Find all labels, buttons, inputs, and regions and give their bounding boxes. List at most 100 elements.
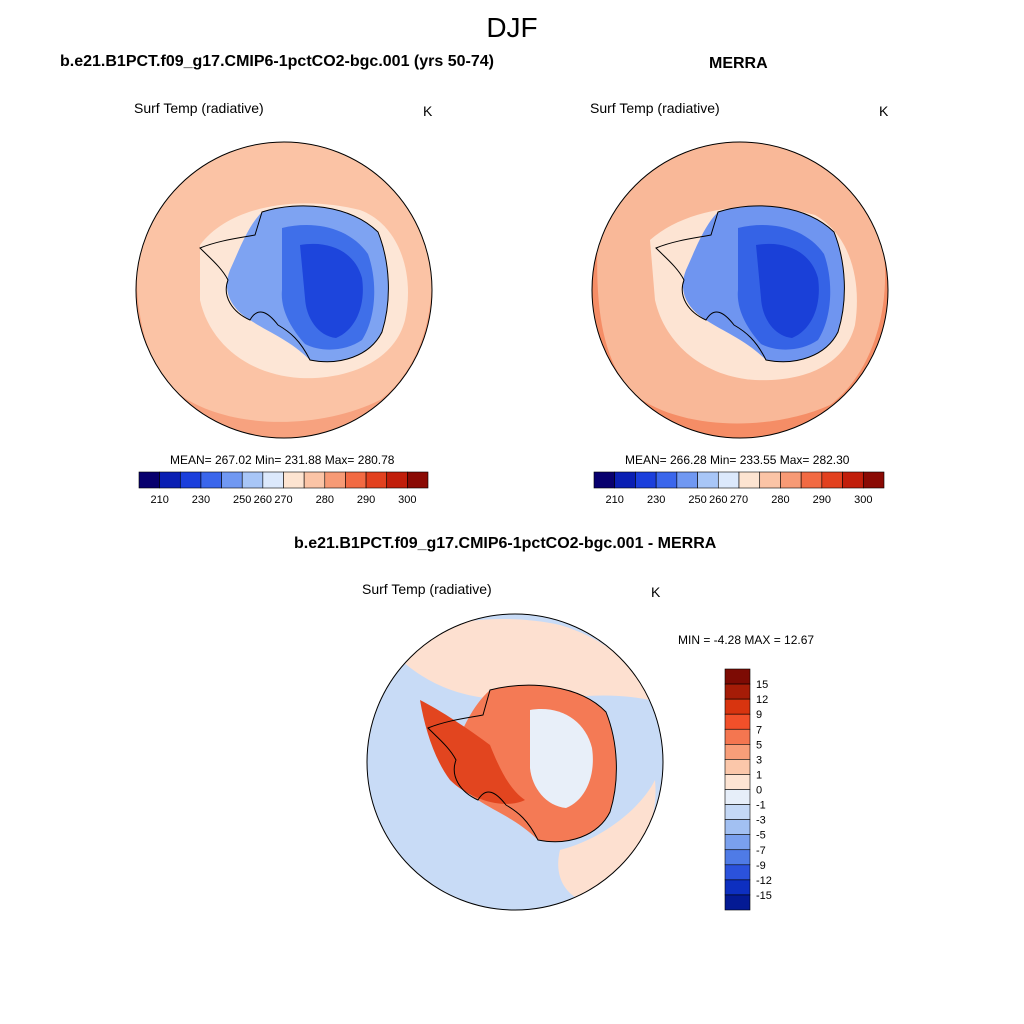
panel2-colorbar-tick-label: 250 [688,494,706,506]
panel2-colorbar-tick-label: 290 [813,494,831,506]
panel3-colorbar-swatch [724,879,751,896]
panel2-title: MERRA [709,55,768,72]
panel2-colorbar: 210 230 250 260 270 280 290 300 [593,471,885,506]
panel2-colorbar-swatch [842,471,864,489]
panel2-colorbar-tick-label: 300 [854,494,872,506]
panel3-colorbar-swatch [724,819,751,835]
panel3-colorbar-swatch [724,864,751,881]
panel3-colorbar-tick-label: 1 [756,769,762,781]
panel1-colorbar-swatch [407,471,429,489]
panel3-stats: MIN = -4.28 MAX = 12.67 [678,633,815,647]
panel1-colorbar-tick-label: 210 [150,494,168,506]
panel2-colorbar-swatch [800,471,823,489]
panel3-colorbar-swatch [724,728,751,745]
panel3-colorbar-tick-label: 15 [756,679,768,691]
panel1-colorbar-swatch [386,471,408,489]
panel1-colorbar-tick-label: 260 [254,494,272,506]
panel3-colorbar-swatch [724,774,751,790]
panel1-antarctica-plateau [300,243,363,338]
panel3-colorbar-tick-label: -3 [756,815,766,827]
panel1-map-border [135,141,433,439]
panel3-colorbar-swatch [724,834,751,851]
panel3-colorbar-swatch [724,849,751,866]
panel1-colorbar-swatch [324,471,346,489]
panel1-colorbar-tick-label: 270 [274,494,292,506]
panel1-colorbar-swatch [345,471,367,489]
panel2-colorbar-swatch [655,471,678,489]
panel1-coastline [199,205,389,363]
panel1-variable-label: Surf Temp (radiative) [134,100,264,116]
panel2-colorbar-swatch [780,471,802,489]
panel3-colorbar-tick-label: 12 [756,694,768,706]
panel3-variable-label: Surf Temp (radiative) [362,581,492,597]
panel1-colorbar-swatch [262,471,284,489]
panel1-units-label: K [423,103,433,119]
panel3-peninsula-hot [420,700,525,804]
panel1-colorbar-swatch [241,471,264,489]
panel3-title: b.e21.B1PCT.f09_g17.CMIP6-1pctCO2-bgc.00… [294,535,717,552]
panel2-units-label: K [879,103,889,119]
panel2-colorbar-swatch [759,471,781,489]
panel2-colorbar-tick-label: 280 [771,494,789,506]
panel2-colorbar-swatch [635,471,657,489]
panel3-colorbar-tick-label: 7 [756,724,762,736]
panel1-colorbar-swatch [283,471,305,489]
panel3-colorbar: 15 12 9 7 5 3 1 0 -1 -3 -5 -7 -9 -12 -15 [724,668,772,911]
panel1-stats: MEAN= 267.02 Min= 231.88 Max= 280.78 [170,453,395,467]
panel3-colorbar-swatch [724,894,751,911]
panel2-colorbar-swatch [697,471,719,489]
panel1-colorbar-swatch [303,471,326,489]
panel3-colorbar-tick-label: -9 [756,860,766,872]
panel3-colorbar-tick-label: 5 [756,739,762,751]
panel2-variable-label: Surf Temp (radiative) [590,100,720,116]
panel3-colorbar-tick-label: 9 [756,709,762,721]
panel3-plateau-neutral [530,709,593,808]
panel3-colorbar-swatch [724,789,751,805]
panel2-colorbar-swatch [821,471,843,489]
panel3-colorbar-tick-label: -15 [756,890,772,902]
panel3-colorbar-swatch [724,683,751,700]
panel3-warm-patch-south [558,780,656,900]
panel2-colorbar-swatch [676,471,698,489]
panel1-colorbar-swatch [138,471,160,489]
panel1-colorbar: 210 230 250 260 270 280 290 300 [138,471,429,506]
panel3-colorbar-tick-label: 3 [756,754,762,766]
panel2-antarctica-plateau [756,243,819,338]
panel2-colorbar-swatch [862,471,885,489]
panel1-colorbar-swatch [200,471,222,489]
panel1-colorbar-tick-label: 280 [316,494,334,506]
panel3-polar-map [366,613,664,911]
panel1-colorbar-tick-label: 230 [192,494,210,506]
panel2-colorbar-swatch [593,471,616,489]
panel3-colorbar-tick-label: -7 [756,845,766,857]
panel2-polar-map [591,141,889,439]
panel1-colorbar-tick-label: 300 [398,494,416,506]
panel2-colorbar-tick-label: 210 [606,494,624,506]
panel2-colorbar-swatch [614,471,636,489]
panel3-colorbar-tick-label: -1 [756,800,766,812]
panel1-colorbar-tick-label: 250 [233,494,251,506]
panel1-title: b.e21.B1PCT.f09_g17.CMIP6-1pctCO2-bgc.00… [60,53,494,70]
panel1-colorbar-swatch [179,471,202,489]
panel2-colorbar-tick-label: 270 [730,494,748,506]
panel3-colorbar-swatch [724,759,751,775]
panel1-colorbar-swatch [365,471,388,489]
panel2-colorbar-swatch [717,471,740,489]
panel3-colorbar-swatch [724,698,751,715]
panel3-colorbar-swatch [724,713,751,730]
panel3-colorbar-swatch [724,804,751,820]
season-title: DJF [486,12,538,43]
panel2-colorbar-tick-label: 260 [709,494,727,506]
panel1-polar-map [135,141,433,439]
panel1-colorbar-swatch [159,471,181,489]
panel3-colorbar-swatch [724,744,751,760]
panel2-map-border [591,141,889,439]
panel2-colorbar-tick-label: 230 [647,494,665,506]
panel3-warm-patch-north [390,618,650,700]
panel2-stats: MEAN= 266.28 Min= 233.55 Max= 282.30 [625,453,850,467]
panel3-map-border [366,613,664,911]
panel3-colorbar-tick-label: -12 [756,875,772,887]
panel3-coastline [427,684,617,843]
panel3-units-label: K [651,584,661,600]
